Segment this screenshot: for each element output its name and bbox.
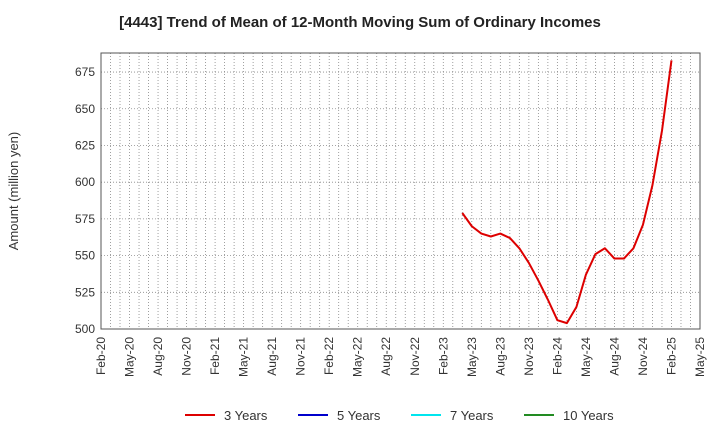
x-tick-label: Nov-22 (408, 337, 422, 376)
legend-item: 3 Years (185, 408, 268, 423)
x-tick-label: Nov-24 (636, 337, 650, 376)
x-tick-label: Aug-24 (607, 337, 621, 376)
legend-item: 7 Years (411, 408, 494, 423)
y-tick-label: 575 (75, 212, 95, 226)
x-tick-label: Feb-22 (322, 337, 336, 375)
x-tick-label: Feb-25 (664, 337, 678, 375)
legend-label: 10 Years (563, 408, 614, 423)
y-tick-label: 675 (75, 65, 95, 79)
legend-label: 3 Years (224, 408, 268, 423)
x-tick-label: Nov-20 (180, 337, 194, 376)
y-axis-label: Amount (million yen) (6, 132, 21, 251)
x-tick-label: Aug-22 (379, 337, 393, 376)
x-tick-label: Nov-21 (294, 337, 308, 376)
x-tick-label: May-21 (237, 337, 251, 377)
chart-title: [4443] Trend of Mean of 12-Month Moving … (119, 14, 601, 31)
x-tick-label: May-24 (579, 337, 593, 377)
plot-frame (100, 52, 701, 330)
x-tick-label: Feb-20 (94, 337, 108, 375)
y-tick-label: 525 (75, 285, 95, 299)
series-line-3-years (461, 60, 673, 325)
legend-item: 10 Years (524, 408, 614, 423)
legend-label: 7 Years (450, 408, 494, 423)
x-tick-label: Feb-24 (550, 337, 564, 375)
x-tick-label: Nov-23 (522, 337, 536, 376)
x-tick-label: May-22 (351, 337, 365, 377)
legend-item: 5 Years (298, 408, 381, 423)
x-tick-label: Aug-23 (493, 337, 507, 376)
x-tick-label: Feb-21 (208, 337, 222, 375)
legend-label: 5 Years (337, 408, 381, 423)
x-tick-label: May-23 (465, 337, 479, 377)
x-tick-label: Aug-21 (265, 337, 279, 376)
x-tick-label: May-25 (693, 337, 707, 377)
y-tick-label: 625 (75, 138, 95, 152)
y-tick-label: 500 (75, 322, 95, 336)
plot-area (101, 53, 700, 329)
y-tick-label: 550 (75, 249, 95, 263)
x-tick-label: Aug-20 (151, 337, 165, 376)
x-tick-label: May-20 (123, 337, 137, 377)
x-tick-label: Feb-23 (436, 337, 450, 375)
y-tick-label: 600 (75, 175, 95, 189)
y-tick-label: 650 (75, 102, 95, 116)
